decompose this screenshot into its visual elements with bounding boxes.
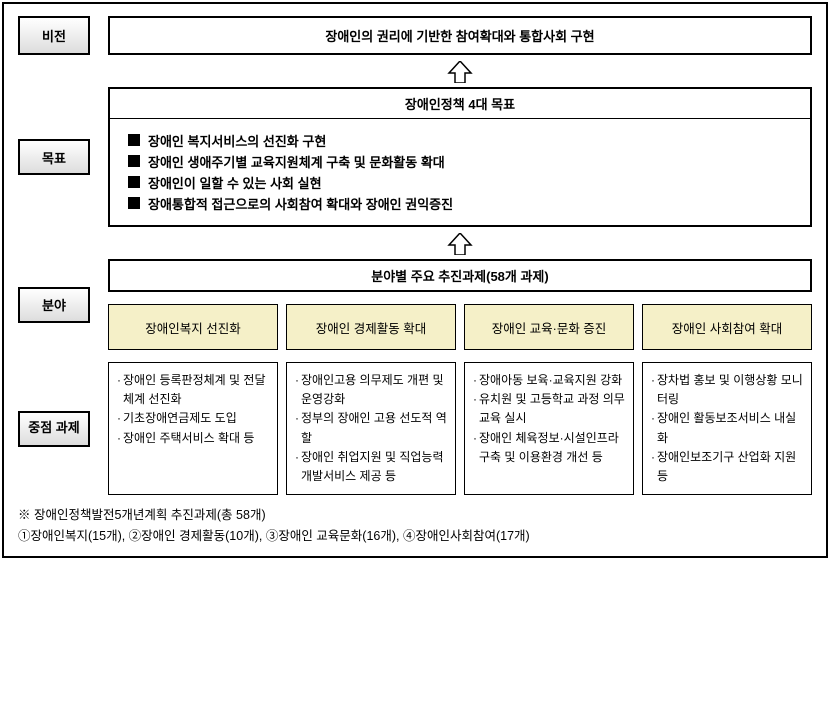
fields-content: 분야별 주요 추진과제(58개 과제) 장애인복지 선진화 장애인 경제활동 확… bbox=[108, 259, 812, 350]
task-item: ·장차법 홍보 및 이행상황 모니터링 bbox=[651, 371, 805, 409]
bullet-icon: · bbox=[473, 390, 477, 428]
task-item: ·장애인 등록판정체계 및 전달체계 선진화 bbox=[117, 371, 271, 409]
task-text: 장애인 주택서비스 확대 등 bbox=[123, 429, 254, 448]
footnote-line1: ※ 장애인정책발전5개년계획 추진과제(총 58개) bbox=[18, 505, 812, 526]
vision-row: 비전 장애인의 권리에 기반한 참여확대와 통합사회 구현 bbox=[18, 16, 812, 55]
goal-text: 장애인 복지서비스의 선진화 구현 bbox=[148, 131, 326, 150]
vision-content: 장애인의 권리에 기반한 참여확대와 통합사회 구현 bbox=[108, 16, 812, 55]
task-text: 장차법 홍보 및 이행상황 모니터링 bbox=[657, 371, 805, 409]
bullet-icon: · bbox=[473, 371, 477, 390]
goals-body: 장애인 복지서비스의 선진화 구현 장애인 생애주기별 교육지원체계 구축 및 … bbox=[110, 119, 810, 225]
bullet-icon: · bbox=[295, 409, 299, 447]
task-text: 장애인 활동보조서비스 내실화 bbox=[657, 409, 805, 447]
task-item: ·장애인고용 의무제도 개편 및 운영강화 bbox=[295, 371, 449, 409]
arrow-up-icon bbox=[447, 233, 473, 255]
bullet-icon: · bbox=[473, 429, 477, 467]
category-box: 장애인 경제활동 확대 bbox=[286, 304, 456, 350]
goals-label: 목표 bbox=[18, 139, 90, 175]
square-bullet-icon bbox=[128, 176, 140, 188]
task-text: 장애아동 보육·교육지원 강화 bbox=[479, 371, 622, 390]
task-box: ·장애아동 보육·교육지원 강화 ·유치원 및 고등학교 과정 의무교육 실시 … bbox=[464, 362, 634, 495]
bullet-icon: · bbox=[117, 429, 121, 448]
goals-content: 장애인정책 4대 목표 장애인 복지서비스의 선진화 구현 장애인 생애주기별 … bbox=[108, 87, 812, 227]
goal-item: 장애인 생애주기별 교육지원체계 구축 및 문화활동 확대 bbox=[128, 152, 792, 171]
bullet-icon: · bbox=[651, 371, 655, 409]
task-item: ·유치원 및 고등학교 과정 의무교육 실시 bbox=[473, 390, 627, 428]
footnote: ※ 장애인정책발전5개년계획 추진과제(총 58개) ①장애인복지(15개), … bbox=[18, 505, 812, 548]
bullet-icon: · bbox=[651, 409, 655, 447]
task-box: ·장차법 홍보 및 이행상황 모니터링 ·장애인 활동보조서비스 내실화 ·장애… bbox=[642, 362, 812, 495]
category-box: 장애인 교육·문화 증진 bbox=[464, 304, 634, 350]
bullet-icon: · bbox=[295, 448, 299, 486]
goal-item: 장애통합적 접근으로의 사회참여 확대와 장애인 권익증진 bbox=[128, 194, 792, 213]
arrow-up-icon bbox=[447, 61, 473, 83]
tasks-row: 중점 과제 ·장애인 등록판정체계 및 전달체계 선진화 ·기초장애연금제도 도… bbox=[18, 362, 812, 495]
bullet-icon: · bbox=[295, 371, 299, 409]
task-text: 장애인보조기구 산업화 지원 등 bbox=[657, 448, 805, 486]
task-text: 기초장애연금제도 도입 bbox=[123, 409, 237, 428]
tasks-label: 중점 과제 bbox=[18, 411, 90, 447]
task-item: ·장애인보조기구 산업화 지원 등 bbox=[651, 448, 805, 486]
goals-row: 목표 장애인정책 4대 목표 장애인 복지서비스의 선진화 구현 장애인 생애주… bbox=[18, 87, 812, 227]
fields-label: 분야 bbox=[18, 287, 90, 323]
task-item: ·장애인 활동보조서비스 내실화 bbox=[651, 409, 805, 447]
goal-item: 장애인 복지서비스의 선진화 구현 bbox=[128, 131, 792, 150]
arrow-row-2 bbox=[18, 233, 812, 255]
task-item: ·장애인 체육정보·시설인프라 구축 및 이용환경 개선 등 bbox=[473, 429, 627, 467]
task-box: ·장애인고용 의무제도 개편 및 운영강화 ·정부의 장애인 고용 선도적 역할… bbox=[286, 362, 456, 495]
task-item: ·정부의 장애인 고용 선도적 역할 bbox=[295, 409, 449, 447]
task-text: 장애인 취업지원 및 직업능력개발서비스 제공 등 bbox=[301, 448, 449, 486]
task-item: ·장애인 취업지원 및 직업능력개발서비스 제공 등 bbox=[295, 448, 449, 486]
vision-label: 비전 bbox=[18, 16, 90, 55]
category-box: 장애인복지 선진화 bbox=[108, 304, 278, 350]
goal-item: 장애인이 일할 수 있는 사회 실현 bbox=[128, 173, 792, 192]
fields-header: 분야별 주요 추진과제(58개 과제) bbox=[108, 259, 812, 292]
task-text: 장애인고용 의무제도 개편 및 운영강화 bbox=[301, 371, 449, 409]
diagram-frame: 비전 장애인의 권리에 기반한 참여확대와 통합사회 구현 목표 장애인정책 4… bbox=[2, 2, 828, 558]
footnote-line2: ①장애인복지(15개), ②장애인 경제활동(10개), ③장애인 교육문화(1… bbox=[18, 526, 812, 547]
bullet-icon: · bbox=[651, 448, 655, 486]
arrow-row-1 bbox=[18, 61, 812, 83]
task-item: ·장애아동 보육·교육지원 강화 bbox=[473, 371, 627, 390]
task-text: 정부의 장애인 고용 선도적 역할 bbox=[301, 409, 449, 447]
goal-text: 장애통합적 접근으로의 사회참여 확대와 장애인 권익증진 bbox=[148, 194, 453, 213]
task-text: 유치원 및 고등학교 과정 의무교육 실시 bbox=[479, 390, 627, 428]
bullet-icon: · bbox=[117, 371, 121, 409]
task-box: ·장애인 등록판정체계 및 전달체계 선진화 ·기초장애연금제도 도입 ·장애인… bbox=[108, 362, 278, 495]
fields-row: 분야 분야별 주요 추진과제(58개 과제) 장애인복지 선진화 장애인 경제활… bbox=[18, 259, 812, 350]
goals-header: 장애인정책 4대 목표 bbox=[110, 89, 810, 119]
task-text: 장애인 체육정보·시설인프라 구축 및 이용환경 개선 등 bbox=[479, 429, 627, 467]
task-text: 장애인 등록판정체계 및 전달체계 선진화 bbox=[123, 371, 271, 409]
tasks-content: ·장애인 등록판정체계 및 전달체계 선진화 ·기초장애연금제도 도입 ·장애인… bbox=[108, 362, 812, 495]
goals-box: 장애인정책 4대 목표 장애인 복지서비스의 선진화 구현 장애인 생애주기별 … bbox=[108, 87, 812, 227]
goal-text: 장애인 생애주기별 교육지원체계 구축 및 문화활동 확대 bbox=[148, 152, 445, 171]
bullet-icon: · bbox=[117, 409, 121, 428]
square-bullet-icon bbox=[128, 155, 140, 167]
square-bullet-icon bbox=[128, 134, 140, 146]
category-row: 장애인복지 선진화 장애인 경제활동 확대 장애인 교육·문화 증진 장애인 사… bbox=[108, 304, 812, 350]
category-box: 장애인 사회참여 확대 bbox=[642, 304, 812, 350]
task-item: ·기초장애연금제도 도입 bbox=[117, 409, 271, 428]
square-bullet-icon bbox=[128, 197, 140, 209]
vision-box: 장애인의 권리에 기반한 참여확대와 통합사회 구현 bbox=[108, 16, 812, 55]
goal-text: 장애인이 일할 수 있는 사회 실현 bbox=[148, 173, 322, 192]
task-item: ·장애인 주택서비스 확대 등 bbox=[117, 429, 271, 448]
